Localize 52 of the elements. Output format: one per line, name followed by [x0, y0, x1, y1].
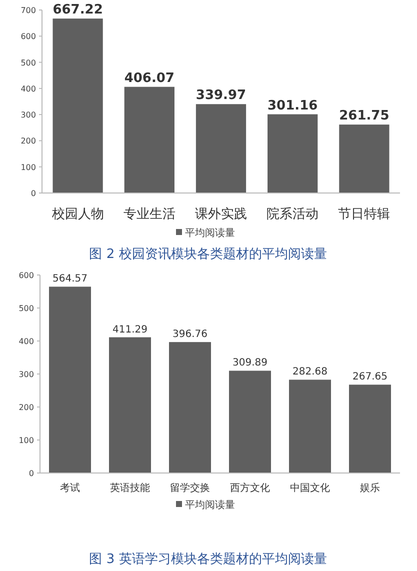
data-label: 282.68	[292, 366, 328, 378]
x-tick-label: 留学交换	[170, 482, 210, 494]
legend-label: 平均阅读量	[185, 227, 235, 239]
data-label: 309.89	[232, 358, 268, 369]
bar	[229, 370, 271, 473]
data-label: 339.97	[196, 88, 246, 104]
y-tick-label: 600	[18, 271, 34, 280]
data-label: 564.57	[52, 274, 88, 285]
legend-label: 平均阅读量	[185, 499, 235, 511]
x-tick-label: 中国文化	[290, 482, 330, 494]
y-tick-label: 600	[20, 32, 36, 42]
x-tick-label: 西方文化	[230, 482, 270, 494]
y-tick-label: 700	[20, 6, 36, 15]
bar	[196, 104, 246, 193]
data-label: 396.76	[172, 329, 208, 340]
y-tick-label: 0	[30, 189, 36, 198]
data-label: 406.07	[124, 70, 174, 86]
data-label: 261.75	[339, 108, 390, 124]
bar	[49, 286, 91, 473]
x-tick-label: 专业生活	[123, 207, 176, 222]
data-label: 411.29	[112, 324, 148, 336]
x-tick-label: 课外实践	[195, 207, 247, 222]
y-tick-label: 0	[28, 469, 34, 478]
y-tick-label: 200	[20, 136, 36, 146]
text: 图 2 校园资讯模块各类题材的平均阅读量	[89, 247, 327, 262]
bar	[339, 124, 390, 193]
y-tick-label: 200	[18, 403, 34, 412]
y-tick-label: 100	[20, 162, 36, 172]
y-tick-label: 500	[18, 304, 34, 313]
y-tick-label: 400	[18, 337, 34, 346]
bar	[169, 342, 211, 473]
y-tick-label: 500	[20, 58, 36, 68]
x-tick-label: 考试	[60, 482, 80, 494]
data-label: 667.22	[52, 2, 103, 18]
y-tick-label: 100	[18, 436, 34, 445]
data-label: 301.16	[268, 98, 318, 114]
bar	[268, 114, 318, 193]
x-tick-label: 院系活动	[266, 207, 319, 222]
x-tick-label: 娱乐	[360, 482, 380, 494]
x-tick-label: 英语技能	[110, 482, 150, 494]
x-tick-label: 节日特辑	[338, 207, 390, 222]
text: 图 3 英语学习模块各类题材的平均阅读量	[89, 552, 327, 567]
bar	[124, 86, 174, 193]
y-tick-label: 300	[20, 110, 36, 120]
bar	[52, 18, 103, 193]
bar	[109, 337, 151, 473]
data-label: 267.65	[352, 372, 388, 383]
y-tick-label: 400	[20, 84, 36, 94]
x-tick-label: 校园人物	[50, 207, 104, 222]
bar	[349, 384, 391, 473]
y-tick-label: 300	[18, 370, 34, 379]
bar	[289, 380, 331, 473]
